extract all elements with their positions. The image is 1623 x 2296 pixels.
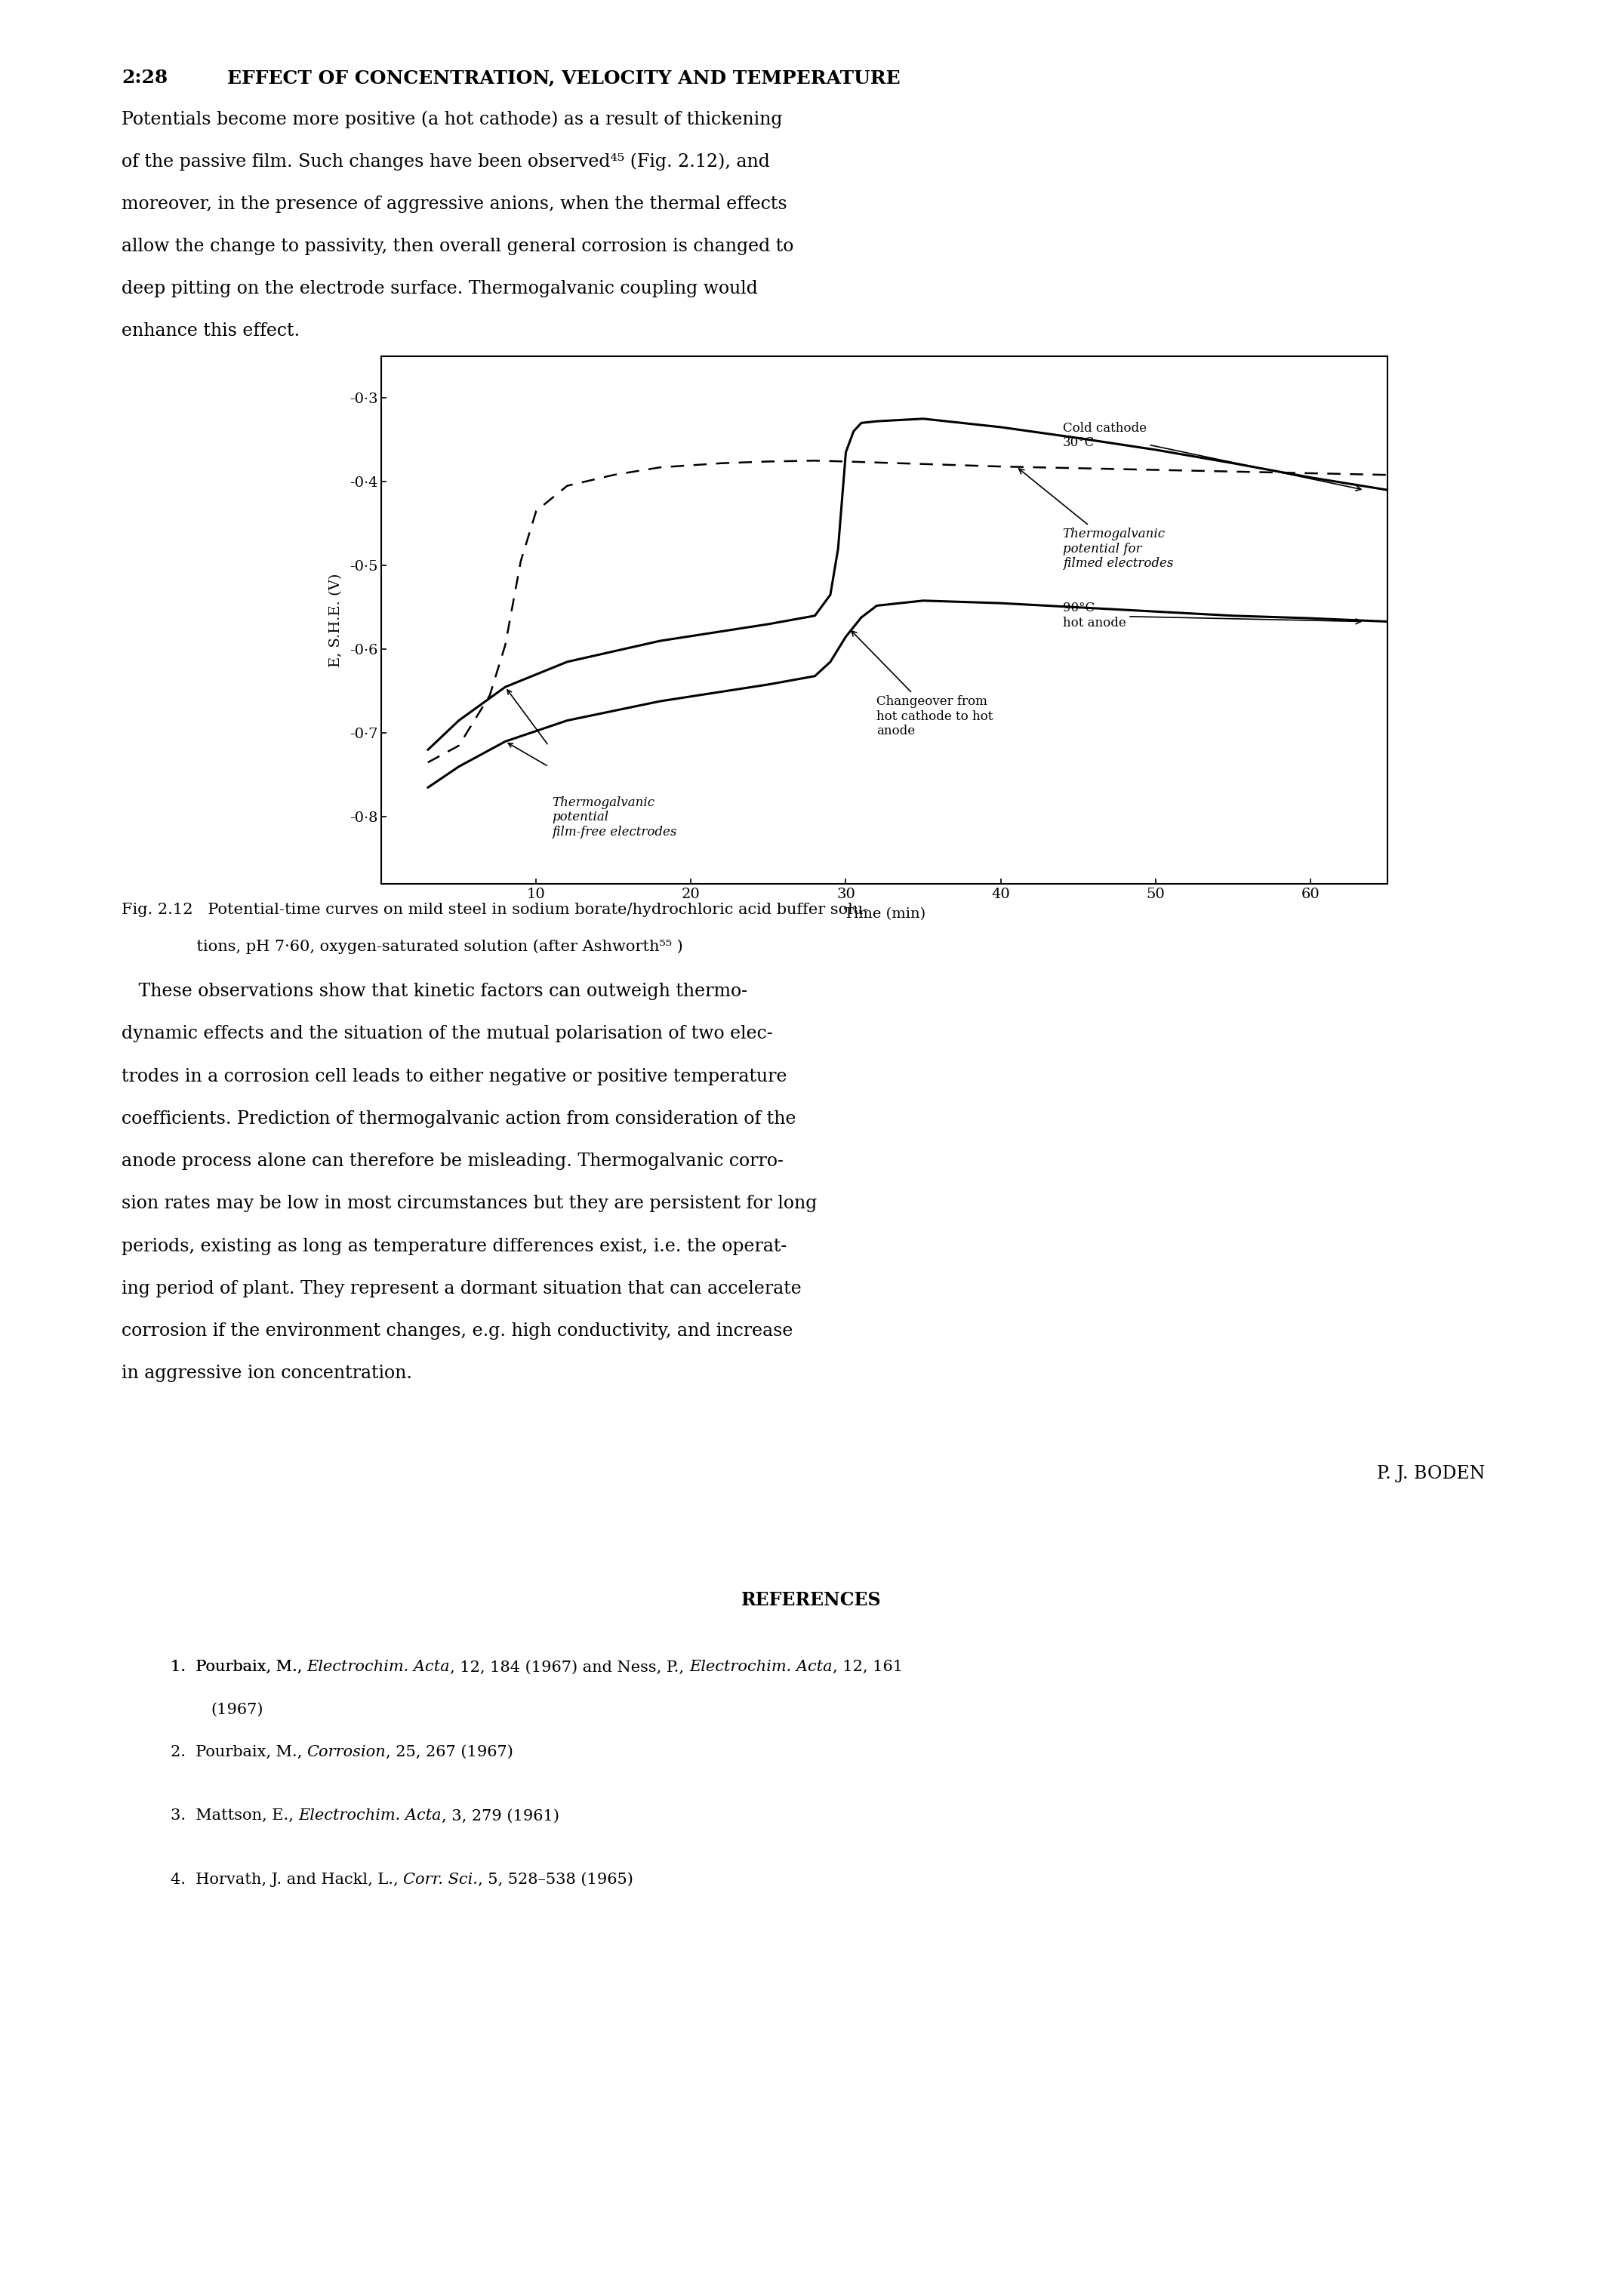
Text: (1967): (1967) (211, 1704, 263, 1717)
Text: 4.  Horvath, J. and Hackl, L.,: 4. Horvath, J. and Hackl, L., (170, 1874, 403, 1887)
Text: coefficients. Prediction of thermogalvanic action from consideration of the: coefficients. Prediction of thermogalvan… (122, 1109, 797, 1127)
Text: , 12, 184 (1967) and Ness, P.,: , 12, 184 (1967) and Ness, P., (450, 1660, 690, 1674)
Text: anode process alone can therefore be misleading. Thermogalvanic corro-: anode process alone can therefore be mis… (122, 1153, 784, 1171)
Text: Corr. Sci.: Corr. Sci. (403, 1874, 477, 1887)
Text: These observations show that kinetic factors can outweigh thermo-: These observations show that kinetic fac… (122, 983, 748, 1001)
Text: Changeover from
hot cathode to hot
anode: Changeover from hot cathode to hot anode (852, 631, 993, 737)
Text: Potentials become more positive (a hot cathode) as a result of thickening: Potentials become more positive (a hot c… (122, 110, 782, 129)
Text: Electrochim. Acta: Electrochim. Acta (299, 1809, 441, 1823)
Text: Electrochim. Acta: Electrochim. Acta (307, 1660, 450, 1674)
Text: P. J. BODEN: P. J. BODEN (1376, 1465, 1485, 1483)
Text: enhance this effect.: enhance this effect. (122, 324, 300, 340)
Text: ing period of plant. They represent a dormant situation that can accelerate: ing period of plant. They represent a do… (122, 1281, 802, 1297)
Text: sion rates may be low in most circumstances but they are persistent for long: sion rates may be low in most circumstan… (122, 1196, 818, 1212)
Text: in aggressive ion concentration.: in aggressive ion concentration. (122, 1364, 412, 1382)
Text: allow the change to passivity, then overall general corrosion is changed to: allow the change to passivity, then over… (122, 239, 794, 255)
Text: tions, pH 7·60, oxygen-saturated solution (after Ashworth⁵⁵ ): tions, pH 7·60, oxygen-saturated solutio… (122, 939, 683, 953)
Text: 3.  Mattson, E.,: 3. Mattson, E., (170, 1809, 299, 1823)
Text: corrosion if the environment changes, e.g. high conductivity, and increase: corrosion if the environment changes, e.… (122, 1322, 794, 1341)
Text: Fig. 2.12   Potential-time curves on mild steel in sodium borate/hydrochloric ac: Fig. 2.12 Potential-time curves on mild … (122, 902, 868, 916)
Text: 2:28: 2:28 (122, 69, 167, 87)
Text: , 12, 161: , 12, 161 (833, 1660, 902, 1674)
Text: 2.  Pourbaix, M.,: 2. Pourbaix, M., (170, 1745, 307, 1759)
Text: Thermogalvanic
potential for
filmed electrodes: Thermogalvanic potential for filmed elec… (1019, 468, 1173, 569)
Text: EFFECT OF CONCENTRATION, VELOCITY AND TEMPERATURE: EFFECT OF CONCENTRATION, VELOCITY AND TE… (227, 69, 901, 87)
Text: 90°C
hot anode: 90°C hot anode (1063, 602, 1362, 629)
Text: Corrosion: Corrosion (307, 1745, 386, 1759)
Y-axis label: E, S.H.E. (V): E, S.H.E. (V) (329, 574, 342, 666)
Text: , 3, 279 (1961): , 3, 279 (1961) (441, 1809, 560, 1823)
Text: trodes in a corrosion cell leads to either negative or positive temperature: trodes in a corrosion cell leads to eith… (122, 1068, 787, 1086)
Text: deep pitting on the electrode surface. Thermogalvanic coupling would: deep pitting on the electrode surface. T… (122, 280, 758, 298)
Text: , 25, 267 (1967): , 25, 267 (1967) (386, 1745, 513, 1759)
Text: REFERENCES: REFERENCES (742, 1591, 881, 1609)
Text: periods, existing as long as temperature differences exist, i.e. the operat-: periods, existing as long as temperature… (122, 1238, 787, 1256)
Text: 1.  Pourbaix, M.,: 1. Pourbaix, M., (170, 1660, 307, 1674)
X-axis label: Time (min): Time (min) (844, 907, 925, 921)
Text: Thermogalvanic
potential
film-free electrodes: Thermogalvanic potential film-free elect… (552, 797, 677, 838)
Text: dynamic effects and the situation of the mutual polarisation of two elec-: dynamic effects and the situation of the… (122, 1024, 773, 1042)
Text: 1.  Pourbaix, M.,: 1. Pourbaix, M., (170, 1660, 307, 1674)
Text: Electrochim. Acta: Electrochim. Acta (690, 1660, 833, 1674)
Text: Cold cathode
30°C: Cold cathode 30°C (1063, 422, 1362, 491)
Text: moreover, in the presence of aggressive anions, when the thermal effects: moreover, in the presence of aggressive … (122, 195, 787, 214)
Text: of the passive film. Such changes have been observed⁴⁵ (Fig. 2.12), and: of the passive film. Such changes have b… (122, 152, 769, 170)
Text: , 5, 528–538 (1965): , 5, 528–538 (1965) (477, 1874, 633, 1887)
